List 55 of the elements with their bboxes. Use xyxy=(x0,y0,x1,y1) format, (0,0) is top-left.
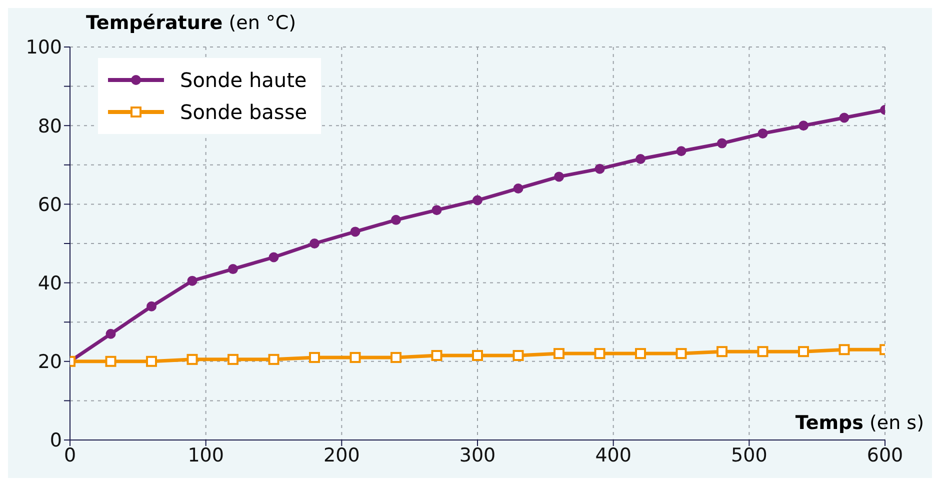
point xyxy=(106,328,116,339)
point xyxy=(635,348,646,360)
y-tick-label: 60 xyxy=(38,194,62,216)
point xyxy=(716,346,728,358)
x-tick-label: 200 xyxy=(324,444,360,466)
y-tick-label: 40 xyxy=(38,272,62,295)
point xyxy=(717,138,727,148)
point xyxy=(268,354,280,365)
point xyxy=(391,214,401,225)
point xyxy=(838,344,850,356)
point xyxy=(146,356,157,367)
point xyxy=(513,183,524,194)
point xyxy=(350,352,361,363)
point xyxy=(798,346,809,358)
point xyxy=(228,354,238,365)
point xyxy=(472,350,483,362)
point xyxy=(309,352,320,363)
point xyxy=(146,301,156,312)
point xyxy=(186,354,198,365)
point xyxy=(798,120,808,131)
point xyxy=(554,348,564,360)
point xyxy=(594,164,605,174)
x-tick-label: 100 xyxy=(188,444,224,466)
point xyxy=(105,356,116,367)
point xyxy=(350,226,360,237)
point xyxy=(432,205,442,216)
point xyxy=(310,238,320,248)
x-tick-label: 600 xyxy=(866,444,904,466)
x-tick-label: 300 xyxy=(459,444,496,466)
point xyxy=(594,348,606,360)
legend-label: Sonde basse xyxy=(180,100,308,124)
y-tick-label: 0 xyxy=(50,430,62,452)
point xyxy=(228,264,238,274)
point xyxy=(472,195,482,206)
point xyxy=(187,276,198,286)
y-tick-label: 20 xyxy=(38,351,62,374)
x-axis-title: Temps (en s) xyxy=(795,412,924,434)
point xyxy=(431,350,442,362)
point xyxy=(636,154,646,164)
x-tick-label: 0 xyxy=(64,444,76,466)
point xyxy=(676,348,687,360)
point xyxy=(676,146,686,156)
point xyxy=(839,112,850,123)
point xyxy=(757,346,768,358)
x-tick-label: 500 xyxy=(731,444,768,466)
point xyxy=(512,350,524,362)
point xyxy=(390,352,402,363)
point xyxy=(758,128,768,138)
y-tick-label: 80 xyxy=(38,115,62,138)
y-tick-label: 100 xyxy=(26,36,62,59)
x-tick-label: 400 xyxy=(595,444,632,466)
legend-label: Sonde haute xyxy=(180,68,307,92)
point xyxy=(554,172,564,182)
point xyxy=(268,252,279,262)
y-axis-title: Température (en °C) xyxy=(86,12,296,34)
